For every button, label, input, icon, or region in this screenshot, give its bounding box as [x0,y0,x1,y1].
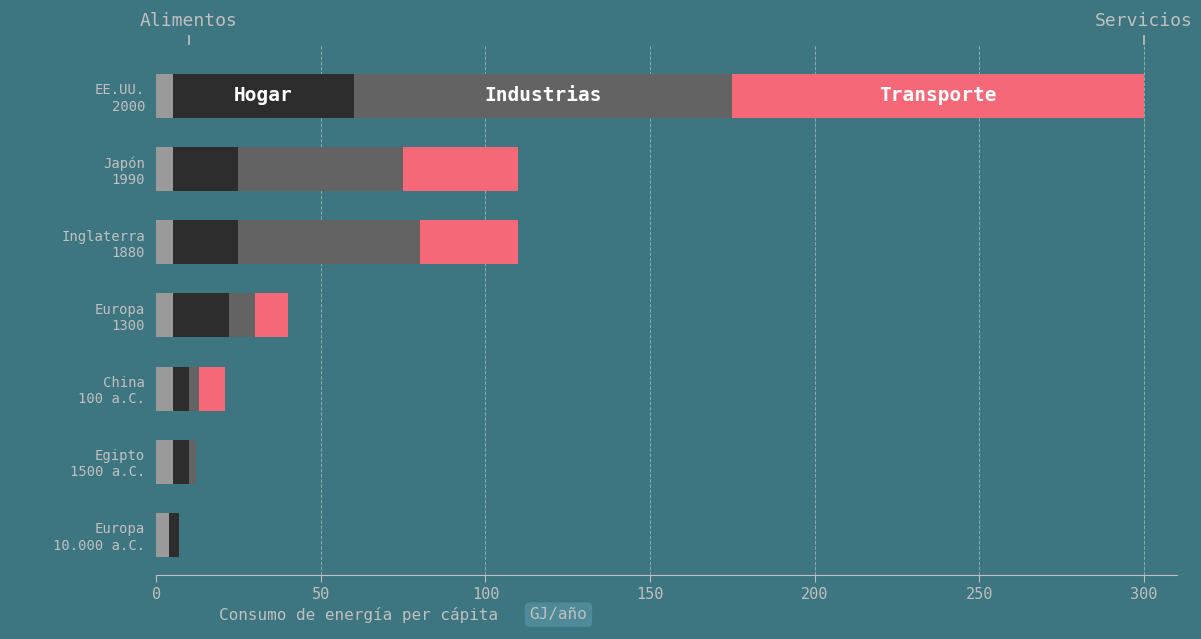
Bar [156,293,173,337]
Bar [173,293,228,337]
Text: GJ/año: GJ/año [530,607,587,622]
Bar [156,440,173,484]
Text: Industrias: Industrias [484,86,602,105]
Text: Consumo de energía per cápita: Consumo de energía per cápita [220,606,498,623]
Bar [173,367,189,410]
Bar [173,74,354,118]
Bar [173,147,239,191]
Bar [173,220,239,264]
Bar [404,147,519,191]
Bar [169,513,179,557]
Bar [189,440,196,484]
Bar [354,74,733,118]
Bar [156,147,173,191]
Bar [239,147,404,191]
Bar [189,367,199,410]
Bar [156,513,169,557]
Bar [228,293,255,337]
Bar [156,367,173,410]
Bar [255,293,288,337]
Text: Hogar: Hogar [234,86,293,105]
Text: Transporte: Transporte [879,86,997,105]
Bar [156,74,173,118]
Bar [199,367,226,410]
Bar [156,220,173,264]
Bar [419,220,519,264]
Bar [733,74,1145,118]
Bar [173,440,189,484]
Bar [239,220,419,264]
